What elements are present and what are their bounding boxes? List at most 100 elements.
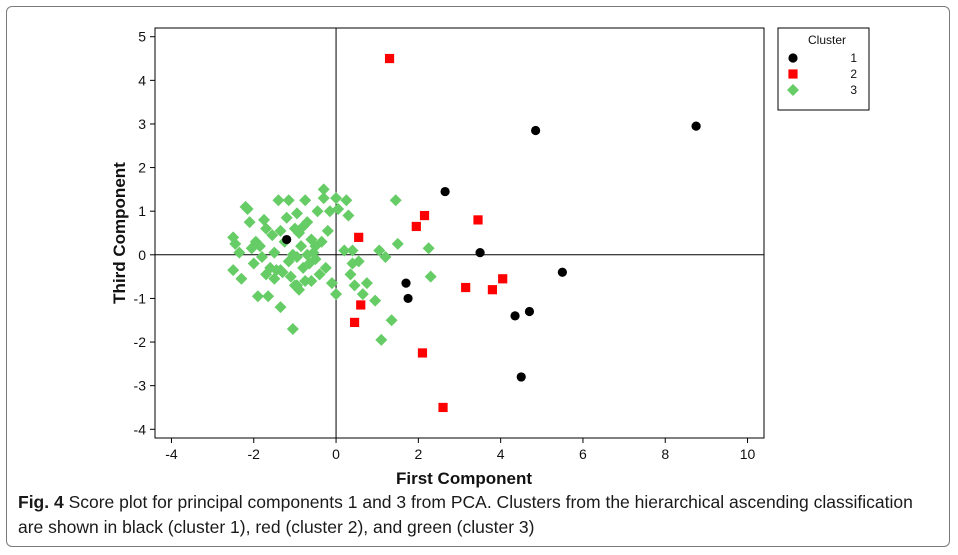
- cluster-1-point: [557, 267, 567, 277]
- cluster-3-point: [295, 240, 308, 253]
- cluster-3-point: [274, 224, 287, 237]
- cluster-3-point: [266, 229, 279, 242]
- legend-label-cluster-1: 1: [850, 51, 857, 65]
- cluster-3-point: [251, 290, 264, 303]
- cluster-3-point: [272, 194, 285, 207]
- cluster-2-point: [461, 282, 471, 293]
- cluster-3-point: [262, 290, 275, 303]
- cluster-3-point: [319, 261, 332, 274]
- cluster-1-point: [403, 293, 413, 304]
- cluster-3-point: [258, 213, 271, 226]
- y-tick-label: -1: [134, 290, 147, 306]
- cluster-3-point: [342, 209, 355, 222]
- x-tick-label: 8: [661, 446, 669, 462]
- y-axis-ticks: -4 -3 -2 -1 0 1 2 3 4 5: [134, 29, 155, 437]
- cluster-1-point: [516, 372, 526, 382]
- cluster-3-point: [260, 222, 273, 235]
- x-tick-label: 10: [740, 446, 756, 462]
- y-tick-label: 5: [138, 29, 146, 45]
- cluster-3-point: [323, 205, 336, 218]
- figure-label: Fig. 4: [18, 492, 64, 512]
- cluster-2-point: [473, 215, 483, 225]
- plot-area: [154, 27, 765, 439]
- y-tick-label: -3: [134, 378, 147, 394]
- cluster-3-point: [317, 192, 330, 205]
- cluster-3-point: [235, 272, 248, 285]
- figure-caption: Fig. 4 Score plot for principal componen…: [18, 490, 938, 540]
- cluster-3-point: [391, 237, 404, 250]
- cluster-3-point: [373, 244, 386, 257]
- y-tick-label: -2: [134, 334, 147, 350]
- cluster-3-point: [385, 314, 398, 327]
- x-tick-label: 6: [579, 446, 587, 462]
- cluster-1-point: [440, 186, 450, 197]
- cluster-3-point: [286, 322, 299, 335]
- cluster-1-point: [475, 248, 485, 258]
- cluster-2-point: [384, 53, 395, 64]
- cluster-3-point: [282, 194, 295, 207]
- cluster-3-point: [227, 264, 240, 277]
- cluster-3-point: [233, 246, 246, 259]
- cluster-2-point: [487, 285, 498, 295]
- cluster-3-point: [229, 237, 242, 250]
- cluster-3-point: [290, 207, 303, 220]
- cluster-3-point: [299, 274, 312, 287]
- x-tick-label: -4: [165, 446, 178, 462]
- cluster-3-point: [332, 203, 345, 216]
- reference-lines: [155, 28, 764, 438]
- cluster-3-point: [375, 333, 388, 346]
- cluster-3-point: [321, 224, 334, 237]
- cluster-2-point: [411, 221, 421, 232]
- cluster-3-point: [313, 268, 326, 281]
- y-tick-label: 1: [138, 203, 146, 219]
- cluster-2-point: [438, 402, 448, 413]
- cluster-3-point: [243, 216, 256, 229]
- cluster-3-point: [268, 246, 281, 259]
- cluster-3-point: [311, 205, 324, 218]
- x-tick-label: 0: [332, 446, 340, 462]
- cluster-1-point: [531, 125, 541, 136]
- cluster-1-point: [401, 278, 411, 288]
- cluster-3-point: [330, 288, 343, 301]
- x-tick-label: -2: [248, 446, 261, 462]
- cluster-3-point: [309, 253, 322, 266]
- y-tick-label: 2: [138, 160, 146, 176]
- x-axis-title: First Component: [396, 469, 532, 488]
- legend-label-cluster-2: 2: [850, 67, 857, 81]
- cluster-3-point: [369, 294, 382, 307]
- cluster-3-point: [305, 274, 318, 287]
- cluster-2-point: [349, 317, 360, 328]
- cluster-3-point: [301, 216, 314, 229]
- y-tick-label: 0: [138, 247, 146, 263]
- cluster-2-point: [356, 300, 366, 310]
- legend-marker-cluster-2: [788, 69, 798, 79]
- cluster-3-point: [255, 250, 268, 263]
- legend-title: Cluster: [808, 33, 846, 47]
- legend-box: [777, 27, 870, 111]
- cluster-3-point: [346, 244, 359, 257]
- cluster-3-point: [330, 192, 343, 205]
- cluster-3-point: [340, 194, 353, 207]
- cluster-3-point: [290, 279, 303, 292]
- cluster-2-point: [419, 210, 430, 221]
- cluster-3-point: [268, 272, 281, 285]
- y-tick-label: -4: [134, 421, 147, 437]
- legend-marker-cluster-1: [788, 53, 798, 63]
- cluster-3-point: [274, 264, 287, 277]
- scatter-chart: -4 -2 0 2 4 6 8 10 -4 -3 -2 -1 0 1 2 3 4 5 First Compone…: [110, 27, 870, 488]
- cluster-3-point: [247, 257, 260, 270]
- x-tick-label: 4: [497, 446, 505, 462]
- cluster-1-point: [510, 311, 520, 321]
- cluster-3-point: [379, 250, 392, 263]
- cluster-3-point: [352, 255, 365, 268]
- cluster-2-point: [354, 232, 364, 242]
- y-axis-title: Third Component: [110, 162, 129, 304]
- legend: Cluster 1 2 3: [777, 27, 870, 111]
- y-tick-label: 3: [138, 116, 146, 132]
- y-tick-label: 4: [138, 72, 146, 88]
- cluster-2-point: [498, 274, 508, 284]
- cluster-3-point: [284, 270, 297, 283]
- cluster-3-point: [280, 211, 293, 224]
- cluster-3-point: [317, 183, 330, 196]
- cluster-3-point: [422, 242, 435, 255]
